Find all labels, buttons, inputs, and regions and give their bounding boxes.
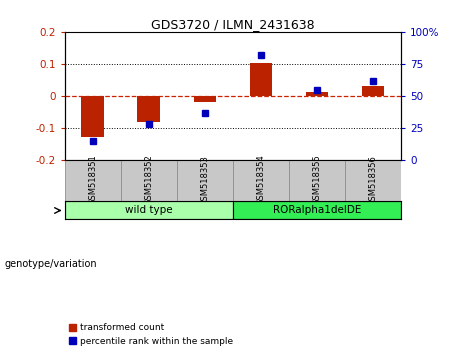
Bar [65,201,233,219]
Bar [194,96,216,102]
Bar [233,160,289,201]
Bar [82,96,104,137]
Bar [233,201,401,219]
Bar [137,96,160,122]
Bar [121,160,177,201]
Bar [250,63,272,96]
Text: GSM518353: GSM518353 [200,155,209,206]
Bar [65,160,121,201]
Title: GDS3720 / ILMN_2431638: GDS3720 / ILMN_2431638 [151,18,314,31]
Bar [177,160,233,201]
Text: RORalpha1delDE: RORalpha1delDE [273,205,361,216]
Text: GSM518354: GSM518354 [256,155,266,205]
Bar [345,160,401,201]
Text: GSM518355: GSM518355 [313,155,321,205]
Legend: transformed count, percentile rank within the sample: transformed count, percentile rank withi… [69,324,233,346]
Text: GSM518356: GSM518356 [368,155,378,206]
Bar [306,92,328,96]
Text: genotype/variation: genotype/variation [5,259,97,269]
Bar [362,86,384,96]
Text: wild type: wild type [125,205,172,216]
Text: GSM518351: GSM518351 [88,155,97,205]
Bar [289,160,345,201]
Text: GSM518352: GSM518352 [144,155,153,205]
